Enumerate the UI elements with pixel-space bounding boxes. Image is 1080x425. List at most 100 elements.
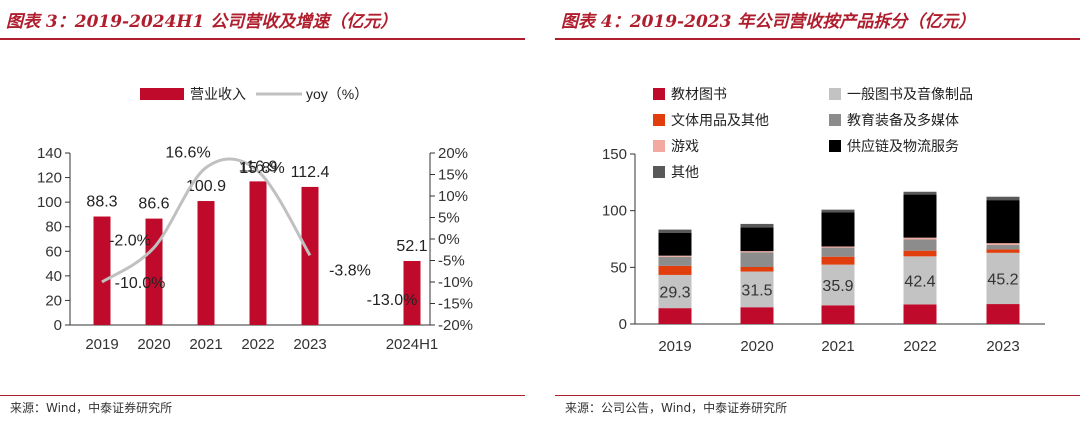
- stacked-segment: [740, 271, 774, 308]
- segment-value-label: 17.3: [904, 307, 935, 324]
- stacked-segment: [821, 247, 855, 257]
- y-tick-label: 100: [37, 194, 62, 211]
- stacked-segment: [986, 243, 1020, 245]
- legend-swatch: [653, 114, 665, 126]
- x-tick-label: 2021: [189, 336, 222, 353]
- stacked-segment: [740, 307, 774, 324]
- stacked-segment: [821, 256, 855, 265]
- yoy-line: [101, 157, 312, 284]
- y2-tick-label: 0%: [438, 231, 460, 248]
- y-tick-label: 40: [45, 268, 62, 285]
- x-tick-label: 2019: [85, 336, 118, 353]
- right-source-rule: [555, 395, 1080, 396]
- x-tick-label: 2022: [903, 338, 936, 355]
- stacked-segment: [986, 196, 1020, 201]
- y2-tick-label: 10%: [438, 188, 468, 205]
- revenue-bar: [145, 218, 163, 325]
- x-tick-label: 2020: [740, 338, 773, 355]
- y2-tick-label: -20%: [438, 317, 473, 334]
- revenue-value-label: 112.4: [291, 164, 330, 181]
- yoy-value-label: 16.6%: [165, 145, 210, 162]
- segment-value-label: 16.5: [822, 308, 853, 325]
- stacked-segment: [903, 250, 937, 257]
- yoy-value-label: -3.8%: [329, 262, 371, 279]
- legend-yoy-label: yoy（%）: [306, 86, 368, 102]
- revenue-value-label: 100.9: [186, 178, 226, 195]
- stacked-segment: [903, 304, 937, 324]
- left-figure-title: 图表 3：2019-2024H1 公司营收及增速（亿元）: [6, 12, 398, 32]
- y2-tick-label: -5%: [438, 253, 465, 270]
- legend-swatch: [653, 88, 665, 100]
- stacked-segment: [740, 252, 774, 267]
- right-figure-panel: 图表 4：2019-2023 年公司营收按产品拆分（亿元） 0 50 100 150 2…: [555, 0, 1080, 425]
- y2-tick-label: 20%: [438, 145, 468, 162]
- yoy-value-label: 15.8%: [239, 160, 284, 177]
- stacked-segment: [658, 256, 692, 266]
- revenue-growth-chart: 0 20 40 60 80 100 120 140 -20% -15% -10% -5% 0% 5% 10%…: [37, 86, 473, 353]
- stacked-segment: [903, 237, 937, 240]
- segment-value-label: 45.2: [987, 271, 1018, 288]
- x-tick-label: 2019: [658, 338, 691, 355]
- legend-label: 游戏: [671, 138, 699, 154]
- revenue-value-label: 88.3: [86, 194, 117, 211]
- y2-tick-label: 5%: [438, 210, 460, 227]
- legend-label: 供应链及物流服务: [847, 138, 959, 154]
- stacked-segment: [986, 249, 1020, 253]
- y2-tick-label: -10%: [438, 274, 473, 291]
- x-tick-label: 2023: [293, 336, 326, 353]
- legend-swatch: [829, 88, 841, 100]
- stacked-segment: [821, 246, 855, 248]
- legend-swatch: [653, 140, 665, 152]
- y-tick-label: 0: [619, 316, 627, 333]
- stacked-segment: [821, 305, 855, 324]
- stacked-segment: [903, 194, 937, 238]
- segment-value-label: 31.5: [741, 282, 772, 299]
- segment-value-label: 29.3: [659, 285, 690, 302]
- y-tick-label: 0: [54, 317, 62, 334]
- stacked-segment: [740, 227, 774, 252]
- stacked-segment: [986, 304, 1020, 324]
- left-title-rule: [0, 38, 525, 40]
- y-tick-label: 100: [602, 203, 627, 220]
- y-tick-label: 80: [45, 219, 62, 236]
- stacked-segment: [821, 212, 855, 247]
- stacked-segment: [658, 229, 692, 233]
- legend-swatch: [829, 140, 841, 152]
- segment-value-label: 14.0: [659, 309, 690, 326]
- stacked-segment: [740, 251, 774, 253]
- stacked-segment: [903, 239, 937, 251]
- y-tick-label: 60: [45, 243, 62, 260]
- yoy-value-label: -2.0%: [109, 233, 151, 250]
- revenue-bar: [93, 216, 111, 325]
- legend-label: 其他: [671, 164, 699, 180]
- y-tick-label: 50: [610, 259, 627, 276]
- stacked-segment: [986, 200, 1020, 244]
- legend-revenue-label: 营业收入: [190, 86, 246, 102]
- segment-value-label: 42.4: [904, 273, 935, 290]
- y-tick-label: 120: [37, 170, 62, 187]
- y-tick-label: 150: [602, 146, 627, 163]
- right-title-rule: [555, 38, 1080, 40]
- left-source-note: 来源：Wind，中泰证券研究所: [10, 401, 173, 415]
- segment-value-label: 14.8: [741, 309, 772, 326]
- stacked-segment: [740, 223, 774, 228]
- yoy-value-label: -13.0%: [367, 292, 418, 309]
- segment-value-label: 17.6: [987, 307, 1018, 324]
- revenue-bar: [403, 260, 421, 325]
- right-figure-title: 图表 4：2019-2023 年公司营收按产品拆分（亿元）: [561, 12, 976, 32]
- legend-label: 教材图书: [671, 86, 727, 102]
- stacked-segment: [821, 209, 855, 213]
- stacked-segment: [903, 191, 937, 195]
- right-source-note: 来源：公司公告，Wind，中泰证券研究所: [565, 401, 788, 415]
- stacked-segment: [903, 256, 937, 305]
- revenue-value-label: 52.1: [396, 238, 427, 255]
- stacked-segment: [658, 232, 692, 256]
- legend-swatch: [829, 114, 841, 126]
- stacked-segment: [658, 265, 692, 275]
- left-source-rule: [0, 395, 525, 396]
- revenue-value-label: 86.6: [138, 196, 169, 213]
- revenue-by-product-chart: 0 50 100 150 2019 14.0 29.3 2020 14.8 31.5 2021 16.…: [602, 86, 1045, 355]
- stacked-segment: [658, 274, 692, 309]
- stacked-segment: [821, 264, 855, 306]
- yoy-value-label: -10.0%: [115, 275, 166, 292]
